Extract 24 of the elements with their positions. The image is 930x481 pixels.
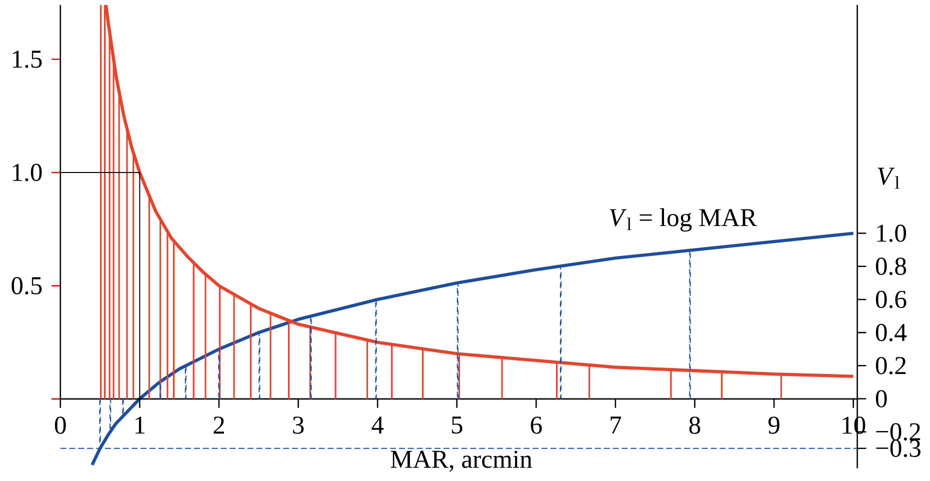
x-tick-label: 1 [136, 416, 145, 434]
y2-tick-label: 0.4 [876, 324, 907, 342]
y2-tick-label: 0 [876, 390, 887, 408]
y2-tick-label: −0.2 [876, 423, 920, 440]
y2-tick-label: 1.0 [877, 224, 906, 242]
x-tick-label: 6 [530, 416, 542, 434]
y2-tick-label: 0.8 [876, 258, 906, 276]
x-tick-label: 9 [768, 416, 780, 434]
x-tick-label: 5 [452, 416, 462, 434]
y-tick-label: 1.0 [12, 164, 42, 182]
annotation: V$_{l}$ = log MAR [610, 208, 757, 232]
y2-tick-label: 0.2 [876, 356, 906, 374]
x-tick-label: 0 [54, 416, 66, 434]
y2-tick-label: −0.3 [876, 440, 920, 458]
x-tick-label: 7 [610, 416, 622, 434]
x-tick-label: 8 [689, 416, 700, 434]
x-axis-title: MAR, arcmin [390, 450, 532, 472]
x-tick-label: 3 [293, 416, 304, 434]
x-tick-label: 2 [214, 416, 224, 434]
y-tick-label: 1.5 [12, 50, 42, 68]
y-tick-label: 0.5 [12, 276, 42, 294]
y2-axis-title: V$_{l}$ [878, 168, 900, 189]
x-tick-label: 4 [372, 416, 384, 434]
y2-tick-label: 0.6 [876, 290, 906, 308]
